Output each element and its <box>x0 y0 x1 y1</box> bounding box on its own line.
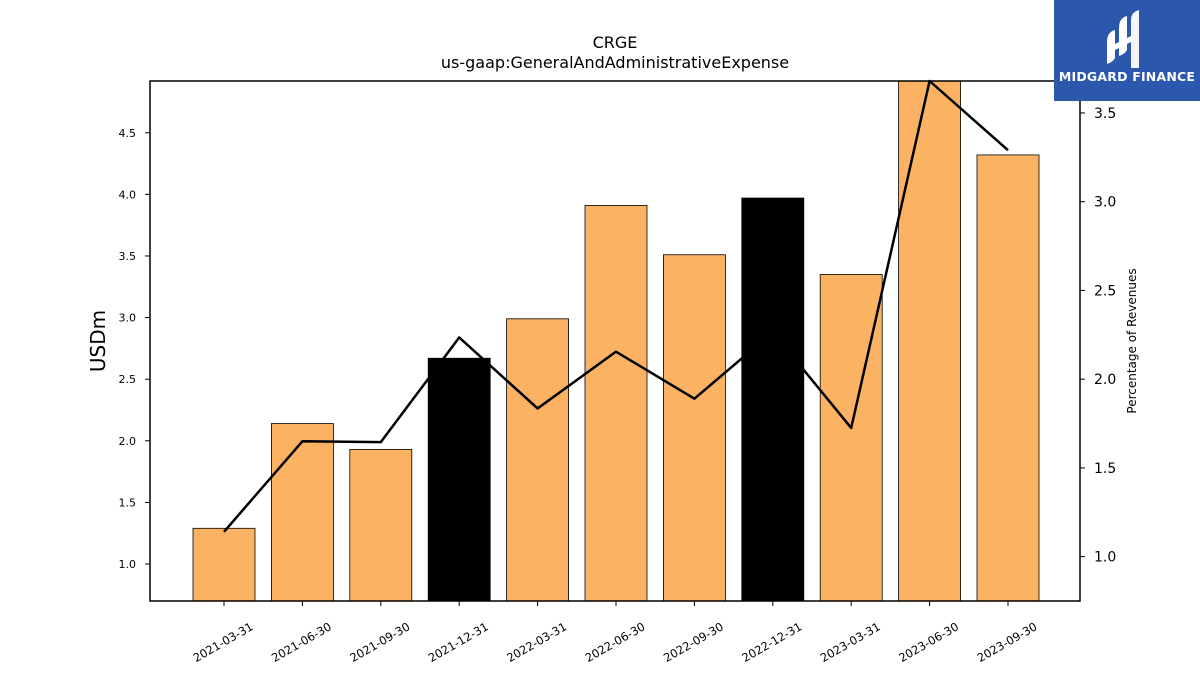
bar-2022-09-30 <box>663 254 726 602</box>
chart-subtitle: us-gaap:GeneralAndAdministrativeExpense <box>441 53 789 72</box>
x-tick-label: 2021-06-30 <box>269 619 334 665</box>
left-tick-label: 2.5 <box>119 373 137 386</box>
bar-2021-09-30 <box>349 449 413 602</box>
left-tick-label: 1.0 <box>119 558 137 571</box>
logo-text: MIDGARD FINANCE <box>1058 69 1196 84</box>
x-tick-label: 2023-09-30 <box>975 619 1040 665</box>
x-tick-label: 2021-09-30 <box>347 619 412 665</box>
bar-2022-12-31 <box>741 197 805 602</box>
left-tick-label: 2.0 <box>119 435 137 448</box>
right-tick-label: 1.0 <box>1094 550 1116 566</box>
x-tick-label: 2022-03-31 <box>504 619 569 665</box>
right-tick-label: 1.5 <box>1094 461 1116 477</box>
chart-title: CRGE <box>593 33 638 52</box>
x-axis: 2021-03-31 2021-06-30 2021-09-30 2021-12-31… <box>191 601 1040 665</box>
bar-2021-12-31 <box>427 357 491 602</box>
left-tick-label: 3.0 <box>119 312 137 325</box>
bars-layer <box>192 80 1040 602</box>
bar-2023-03-31 <box>819 274 883 602</box>
x-tick-label: 2022-06-30 <box>583 619 648 665</box>
plot-frame <box>149 80 1081 602</box>
left-axis: 1.0 1.5 2.0 2.5 3.0 3.5 4.0 4.5 <box>119 127 150 571</box>
right-axis: 1.0 1.5 2.0 2.5 3.0 3.5 <box>1080 106 1116 566</box>
bar-2022-03-31 <box>506 318 570 602</box>
y-axis-label: USDm <box>86 310 110 372</box>
bar-2022-06-30 <box>584 205 648 602</box>
bar-2023-09-30 <box>976 154 1040 602</box>
midgard-finance-logo: MIDGARD FINANCE <box>1054 0 1200 101</box>
x-tick-label: 2021-03-31 <box>191 619 256 665</box>
left-tick-label: 1.5 <box>119 496 137 509</box>
left-tick-label: 3.5 <box>119 250 137 263</box>
y2-axis-label: Percentage of Revenues <box>1125 268 1139 413</box>
right-tick-label: 2.0 <box>1094 372 1116 388</box>
x-tick-label: 2021-12-31 <box>426 619 491 665</box>
right-tick-label: 3.5 <box>1094 106 1116 122</box>
left-tick-label: 4.0 <box>119 188 137 201</box>
x-tick-label: 2023-06-30 <box>896 619 961 665</box>
x-tick-label: 2023-03-31 <box>818 619 883 665</box>
bar-2021-06-30 <box>270 423 334 602</box>
right-tick-label: 2.5 <box>1094 283 1116 299</box>
x-tick-label: 2022-12-31 <box>739 619 804 665</box>
x-tick-label: 2022-09-30 <box>661 619 726 665</box>
left-tick-label: 4.5 <box>119 127 137 140</box>
right-tick-label: 3.0 <box>1094 195 1116 211</box>
bar-2021-03-31 <box>192 527 256 602</box>
midgard-logo-icon <box>1107 10 1139 68</box>
bar-2023-06-30 <box>898 80 961 602</box>
